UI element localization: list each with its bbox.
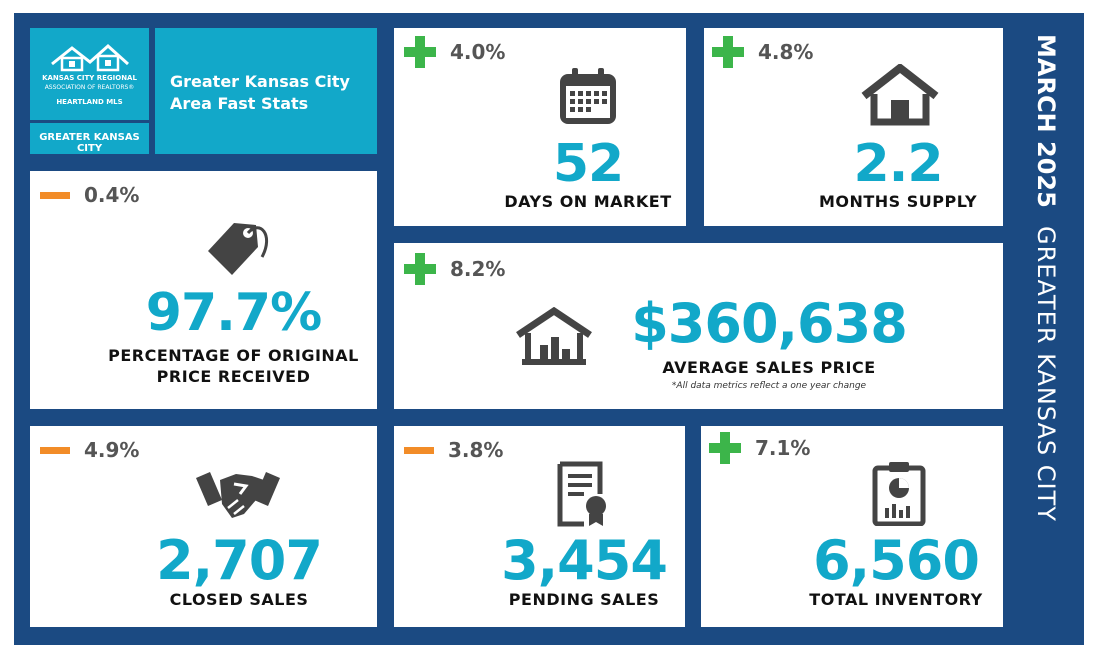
days-on-market-change: 4.0% xyxy=(404,36,505,68)
pct-original-price-card: 0.4% 97.7% PERCENTAGE OF ORIGINAL PRICE … xyxy=(30,171,377,409)
decrease-icon xyxy=(40,446,70,454)
days-on-market-value: 52 xyxy=(552,134,624,194)
avg-sales-price-label: AVERAGE SALES PRICE xyxy=(662,358,876,377)
house-chart-icon xyxy=(516,307,592,365)
change-value: 4.0% xyxy=(450,40,506,64)
pct-original-price-value: 97.7% xyxy=(145,283,322,343)
pct-original-price-change: 0.4% xyxy=(40,183,139,207)
handshake-icon xyxy=(196,472,280,518)
logo-houses-icon xyxy=(51,43,130,72)
region-tag-text: GREATER KANSAS CITY xyxy=(39,132,140,154)
months-supply-value: 2.2 xyxy=(853,134,943,194)
pct-original-price-label-line2: PRICE RECEIVED xyxy=(156,367,311,386)
change-value: 3.8% xyxy=(448,438,504,462)
closed-sales-card: 4.9% 2,707 CLOSED SALES xyxy=(30,426,377,627)
change-value: 4.8% xyxy=(758,40,814,64)
days-on-market-label: DAYS ON MARKET xyxy=(504,192,672,211)
total-inventory-value: 6,560 xyxy=(813,529,980,592)
pending-sales-card: 3.8% 3,454 PENDING SALES xyxy=(394,426,685,627)
avg-sales-price-change: 8.2% xyxy=(404,253,505,285)
header-title-line1: Greater Kansas City xyxy=(170,72,350,91)
pending-sales-change: 3.8% xyxy=(404,438,503,462)
logo-line1: KANSAS CITY REGIONAL xyxy=(42,74,137,82)
logo-block: KANSAS CITY REGIONAL ASSOCIATION OF REAL… xyxy=(30,28,149,120)
report-region: GREATER KANSAS CITY xyxy=(1032,226,1060,522)
total-inventory-label: TOTAL INVENTORY xyxy=(809,590,983,609)
price-tag-icon xyxy=(208,223,268,275)
header-title-line2: Area Fast Stats xyxy=(170,94,309,113)
increase-icon xyxy=(712,36,744,68)
change-value: 8.2% xyxy=(450,257,506,281)
report-month: MARCH 2025 xyxy=(1032,34,1060,208)
days-on-market-card: 4.0% 52 DAYS ON MARKET xyxy=(394,28,686,226)
months-supply-card: 4.8% 2.2 MONTHS SUPPLY xyxy=(704,28,1003,226)
decrease-icon xyxy=(40,191,70,199)
header-block: Greater Kansas City Area Fast Stats xyxy=(155,28,377,154)
change-value: 0.4% xyxy=(84,183,140,207)
months-supply-label: MONTHS SUPPLY xyxy=(818,192,978,211)
months-supply-change: 4.8% xyxy=(712,36,813,68)
closed-sales-label: CLOSED SALES xyxy=(169,590,309,609)
total-inventory-change: 7.1% xyxy=(709,432,810,464)
logo-line2: ASSOCIATION OF REALTORS® xyxy=(44,84,135,91)
total-inventory-card: 7.1% 6,560 TOTAL INVENTORY xyxy=(701,426,1003,627)
increase-icon xyxy=(404,36,436,68)
closed-sales-change: 4.9% xyxy=(40,438,139,462)
certificate-icon xyxy=(557,461,606,527)
calendar-icon xyxy=(560,68,616,124)
clipboard-chart-icon xyxy=(872,462,926,526)
decrease-icon xyxy=(404,446,434,454)
change-value: 4.9% xyxy=(84,438,140,462)
pending-sales-label: PENDING SALES xyxy=(508,590,660,609)
avg-sales-price-value: $360,638 xyxy=(631,292,908,355)
change-value: 7.1% xyxy=(755,436,811,460)
closed-sales-value: 2,707 xyxy=(156,529,323,592)
house-icon xyxy=(861,64,939,126)
avg-sales-price-card: 8.2% $360,638 AVERAGE SALES PRICE *All d… xyxy=(394,243,1003,409)
region-tag: GREATER KANSAS CITY xyxy=(30,123,149,154)
logo-line3: HEARTLAND MLS xyxy=(56,98,123,106)
avg-sales-price-note: *All data metrics reflect a one year cha… xyxy=(671,381,867,391)
increase-icon xyxy=(709,432,741,464)
increase-icon xyxy=(404,253,436,285)
pct-original-price-label-line1: PERCENTAGE OF ORIGINAL xyxy=(108,346,359,365)
pending-sales-value: 3,454 xyxy=(501,529,668,592)
